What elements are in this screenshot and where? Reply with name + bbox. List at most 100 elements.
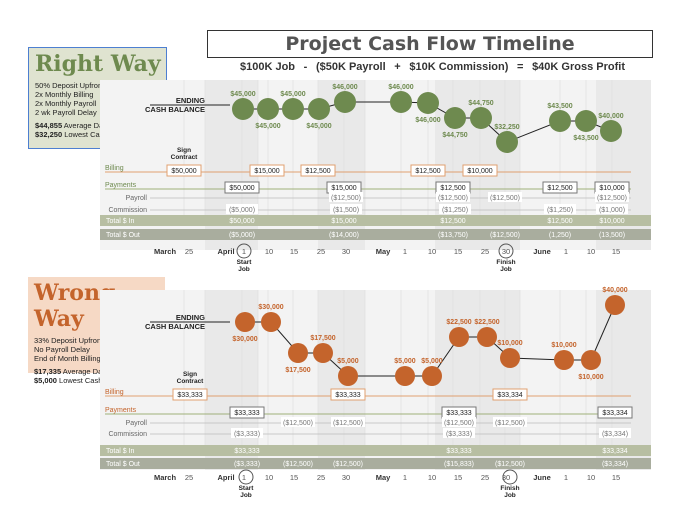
balance-point-label: $43,500 [547, 103, 572, 110]
sign-label: Sign [177, 147, 191, 154]
low-balance: $5,000 Lowest Cash Balance [34, 376, 165, 385]
axis-tick-label: 10 [587, 473, 595, 482]
balance-point-label: $40,000 [602, 287, 627, 294]
balance-point [261, 312, 281, 332]
axis-tick-label: 15 [612, 247, 620, 256]
axis-tick-label: 15 [612, 473, 620, 482]
balance-point-label: $17,500 [285, 367, 310, 374]
axis-tick-label: 30 [502, 473, 510, 482]
axis-tick-label: 1 [242, 473, 246, 482]
note: 2 wk Payroll Delay [35, 108, 97, 117]
balance-point [477, 327, 497, 347]
commission-bg [231, 428, 263, 438]
balance-label: CASH BALANCE [145, 322, 205, 331]
row-label-billing: Billing [105, 389, 124, 396]
axis-tick-label: 30 [342, 247, 350, 256]
total-in-value: $12,500 [547, 218, 572, 225]
billing-box [300, 164, 336, 177]
balance-point [313, 343, 333, 363]
axis-tick-label: June [533, 473, 551, 482]
commission-value: ($1,500) [333, 207, 359, 214]
billing-value: $33,334 [497, 392, 522, 399]
balance-point [500, 348, 520, 368]
axis-tick-label: May [376, 473, 391, 482]
balance-point [575, 110, 597, 132]
axis-tick-label: 25 [185, 473, 193, 482]
balance-point-label: $44,750 [468, 100, 493, 107]
payroll-value: ($12,500) [438, 195, 468, 202]
avg-value: $17,335 [34, 367, 62, 376]
axis-tick-label: 1 [242, 247, 246, 256]
row-label-payments: Payments [105, 407, 137, 414]
start-marker [238, 469, 254, 485]
balance-point-label: $46,000 [415, 117, 440, 124]
wrong-way-notes: 33% Deposit Upfront No Payroll Delay End… [34, 336, 165, 363]
total-in-value: $33,333 [234, 448, 259, 455]
commission-bg [599, 428, 631, 438]
balance-point [288, 343, 308, 363]
subtitle-part: $10K Commission) [409, 61, 509, 73]
total-out-band [100, 458, 651, 469]
payment-box [597, 406, 633, 419]
total-in-band [100, 215, 651, 226]
payroll-bg [329, 192, 363, 202]
total-out-band [100, 229, 651, 240]
total-out-value: ($12,500) [283, 461, 313, 468]
axis-tick-label: 10 [265, 247, 273, 256]
axis-tick-label: 10 [428, 247, 436, 256]
axis-tick-label: April [217, 473, 234, 482]
payroll-bg [493, 417, 527, 427]
payroll-bg [331, 417, 365, 427]
payment-value: $50,000 [229, 185, 254, 192]
balance-point-label: $45,000 [230, 91, 255, 98]
payroll-bg [488, 192, 522, 202]
subtitle-part: - [303, 61, 308, 73]
low-label: Lowest Cash Balance [59, 376, 132, 385]
balance-label: ENDING [176, 96, 205, 105]
commission-value: ($3,333) [446, 431, 472, 438]
sign-label: Sign [183, 371, 197, 378]
balance-point-label: $46,000 [388, 84, 413, 91]
billing-box [330, 388, 366, 401]
axis-tick-label: 30 [342, 473, 350, 482]
row-label-total-in: Total $ In [106, 218, 135, 225]
billing-value: $12,500 [415, 168, 440, 175]
balance-point [308, 98, 330, 120]
payment-box [542, 181, 578, 194]
total-out-value: (13,500) [599, 232, 625, 239]
start-label: Job [240, 492, 252, 499]
subtitle: $100K Job - ($50K Payroll + $10K Commiss… [240, 61, 625, 73]
commission-bg [443, 428, 475, 438]
total-in-value: $12,500 [440, 218, 465, 225]
axis-tick-label: April [217, 247, 234, 256]
note: 50% Deposit Upfront [35, 81, 105, 90]
payment-value: $33,333 [446, 410, 471, 417]
payment-box [229, 406, 265, 419]
axis-tick-label: June [533, 247, 551, 256]
axis-tick-label: 25 [185, 247, 193, 256]
row-label-total-out: Total $ Out [106, 232, 140, 239]
row-label-payments: Payments [105, 182, 137, 189]
row-label-total-out: Total $ Out [106, 461, 140, 468]
finish-label: Job [500, 266, 512, 273]
note: 33% Deposit Upfront [34, 336, 104, 345]
billing-box [410, 164, 446, 177]
axis-tick-label: 10 [265, 473, 273, 482]
payroll-value: ($12,500) [495, 420, 525, 427]
low-value: $5,000 [34, 376, 57, 385]
billing-box [492, 388, 528, 401]
billing-value: $33,333 [177, 392, 202, 399]
start-marker [236, 243, 252, 259]
balance-label: CASH BALANCE [145, 105, 205, 114]
payroll-value: ($12,500) [444, 420, 474, 427]
balance-point-label: $5,000 [337, 358, 359, 365]
axis-tick-label: 15 [454, 247, 462, 256]
axis-tick-label: 25 [481, 247, 489, 256]
billing-value: $50,000 [171, 168, 196, 175]
billing-box [462, 164, 498, 177]
sign-label: Contract [177, 378, 205, 385]
sign-label: Contract [171, 154, 199, 161]
finish-label: Job [504, 492, 516, 499]
balance-point [496, 131, 518, 153]
